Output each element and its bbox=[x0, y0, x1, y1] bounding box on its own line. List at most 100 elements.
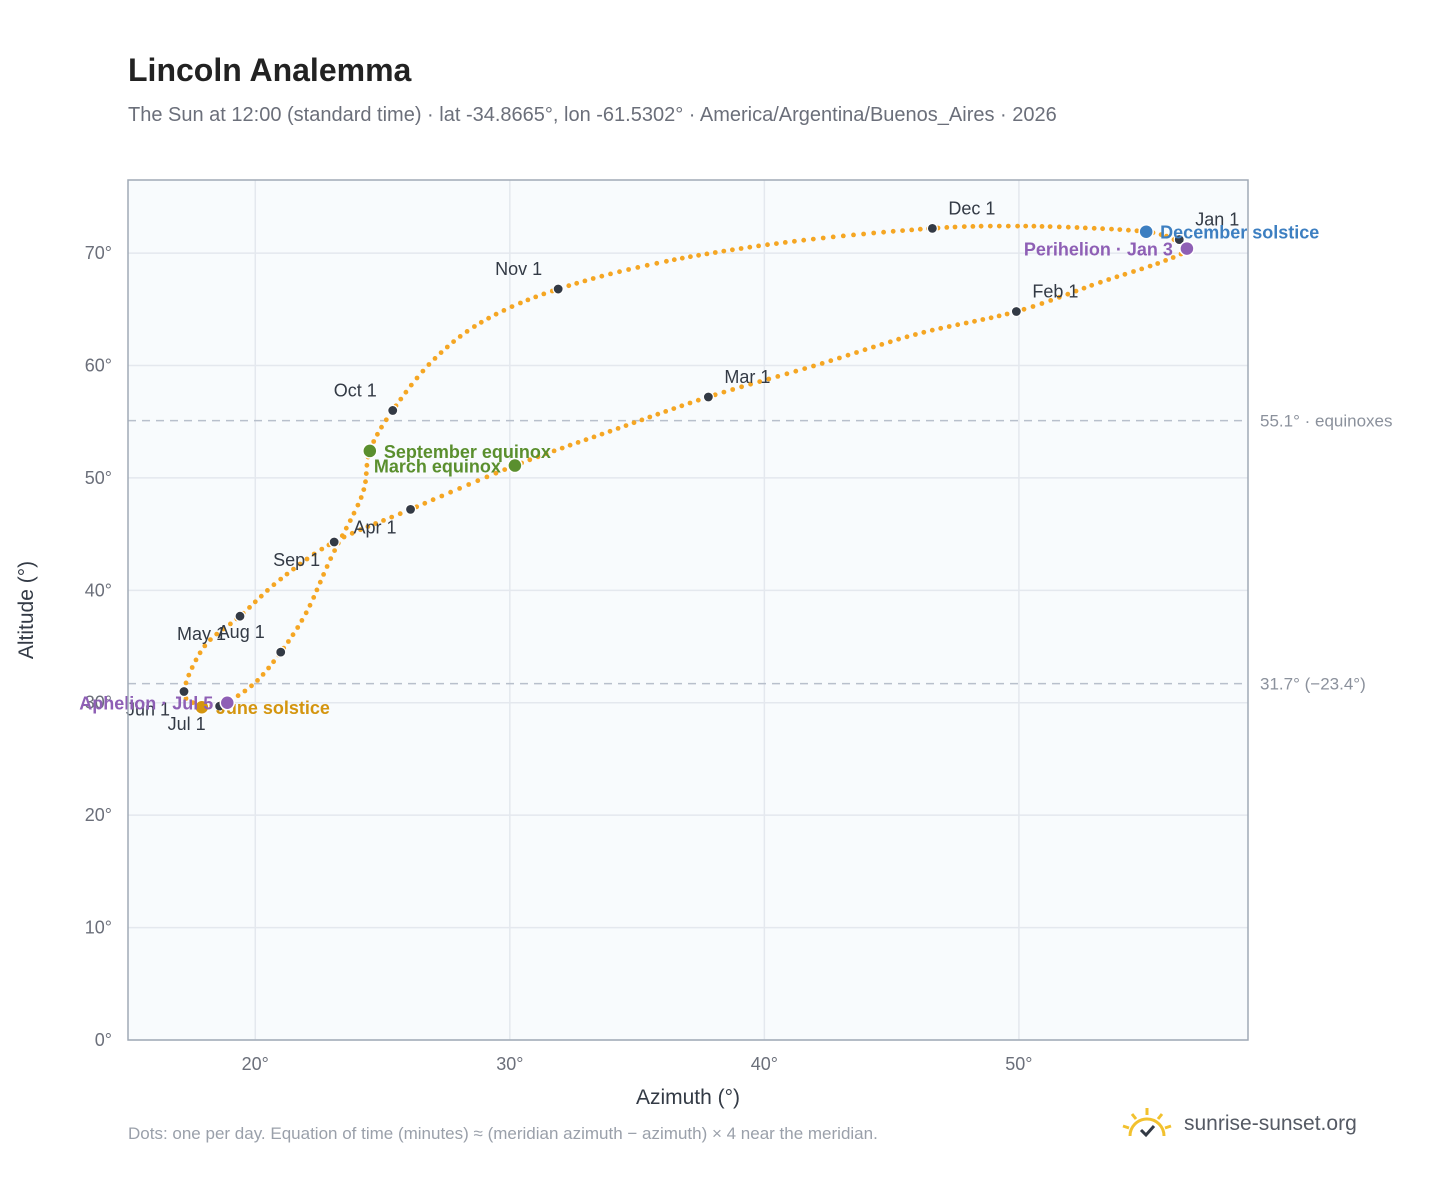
daily-dot bbox=[297, 561, 303, 567]
daily-dot bbox=[197, 650, 203, 656]
daily-dot bbox=[1030, 304, 1036, 309]
daily-dot bbox=[591, 434, 597, 440]
daily-dot bbox=[615, 426, 621, 431]
daily-dot bbox=[802, 366, 808, 371]
daily-dot bbox=[307, 602, 313, 608]
plot-area bbox=[128, 180, 1248, 1040]
daily-dot bbox=[351, 510, 357, 516]
daily-dot bbox=[1005, 223, 1011, 229]
daily-dot bbox=[739, 384, 744, 390]
daily-dot bbox=[478, 319, 484, 325]
daily-dot bbox=[1073, 288, 1079, 294]
daily-dot bbox=[712, 392, 718, 398]
daily-dot bbox=[1155, 261, 1161, 266]
month-marker bbox=[275, 646, 287, 658]
daily-dot bbox=[623, 423, 629, 428]
daily-dot bbox=[457, 486, 462, 491]
equinox-label: September equinox bbox=[384, 442, 551, 462]
daily-dot bbox=[1114, 274, 1120, 280]
daily-dot bbox=[626, 267, 631, 272]
daily-dot bbox=[1082, 225, 1088, 231]
y-tick-label: 0° bbox=[95, 1030, 112, 1050]
daily-dot bbox=[319, 546, 325, 552]
daily-dot bbox=[189, 665, 195, 670]
daily-dot bbox=[493, 311, 499, 317]
y-tick-label: 50° bbox=[85, 468, 112, 488]
daily-dot bbox=[766, 376, 772, 382]
daily-dot bbox=[286, 639, 291, 644]
daily-dot bbox=[644, 262, 650, 268]
daily-dot bbox=[721, 248, 727, 254]
daily-dot bbox=[347, 518, 353, 523]
daily-dot bbox=[980, 317, 986, 322]
daily-dot bbox=[311, 551, 317, 557]
daily-dot bbox=[1117, 227, 1123, 233]
equinox-label: March equinox bbox=[374, 457, 501, 477]
brand: sunrise-sunset.org bbox=[1120, 1104, 1357, 1144]
daily-dot bbox=[438, 350, 444, 355]
daily-dot bbox=[271, 582, 277, 588]
daily-dot bbox=[464, 329, 470, 334]
daily-dot bbox=[671, 257, 677, 263]
june_solstice-marker bbox=[194, 699, 210, 715]
daily-dot bbox=[1023, 223, 1029, 229]
daily-dot bbox=[663, 409, 669, 414]
daily-dot bbox=[747, 244, 753, 250]
daily-dot bbox=[828, 358, 834, 364]
x-axis-label: Azimuth (°) bbox=[636, 1086, 740, 1109]
daily-dot bbox=[1122, 271, 1128, 277]
daily-dot bbox=[756, 243, 761, 249]
daily-dot bbox=[955, 322, 961, 328]
daily-dot bbox=[696, 252, 701, 258]
y-tick-label: 40° bbox=[85, 580, 112, 600]
daily-dot bbox=[543, 451, 549, 457]
daily-dot bbox=[679, 255, 685, 261]
daily-dot bbox=[509, 304, 515, 309]
month-label: Nov 1 bbox=[495, 259, 542, 279]
daily-dot bbox=[782, 240, 788, 245]
daily-dot bbox=[501, 308, 507, 313]
daily-dot bbox=[451, 339, 456, 344]
daily-dot bbox=[1131, 269, 1136, 274]
daily-dot bbox=[861, 231, 866, 237]
daily-dot bbox=[183, 680, 189, 686]
daily-dot bbox=[1081, 285, 1087, 291]
daily-dot bbox=[775, 374, 781, 379]
daily-dot bbox=[252, 599, 258, 605]
month-marker bbox=[1173, 233, 1185, 246]
daily-dot bbox=[358, 495, 364, 500]
june_solstice-label: June solstice bbox=[216, 698, 330, 718]
month-label: May 1 bbox=[177, 624, 226, 644]
month-marker bbox=[404, 503, 417, 515]
daily-dot bbox=[854, 350, 859, 355]
daily-dot bbox=[242, 688, 248, 694]
daily-dot bbox=[811, 363, 816, 369]
daily-dot bbox=[845, 352, 851, 358]
daily-dot bbox=[635, 265, 641, 270]
daily-dot bbox=[235, 693, 241, 699]
daily-dot bbox=[655, 411, 661, 417]
daily-dot bbox=[566, 283, 572, 289]
daily-dot bbox=[398, 396, 404, 402]
x-tick-label: 50° bbox=[1005, 1054, 1032, 1074]
daily-dot bbox=[679, 403, 685, 409]
daily-dot bbox=[379, 424, 384, 430]
daily-dot bbox=[472, 324, 477, 329]
equinox-marker bbox=[507, 457, 523, 474]
daily-dot bbox=[214, 631, 220, 637]
month-label: Jan 1 bbox=[1195, 210, 1239, 230]
daily-dot bbox=[202, 643, 208, 649]
daily-dot bbox=[420, 368, 426, 374]
month-label: Sep 1 bbox=[273, 550, 320, 570]
daily-dot bbox=[987, 223, 993, 229]
daily-dot bbox=[687, 400, 693, 406]
daily-dot bbox=[970, 224, 976, 229]
month-label: Feb 1 bbox=[1032, 282, 1078, 302]
daily-dot bbox=[820, 235, 826, 241]
daily-dot bbox=[671, 406, 677, 411]
month-marker bbox=[178, 685, 190, 698]
month-marker bbox=[926, 222, 938, 234]
daily-dot bbox=[730, 247, 735, 253]
daily-dot bbox=[361, 487, 367, 492]
month-label: Apr 1 bbox=[354, 517, 397, 537]
